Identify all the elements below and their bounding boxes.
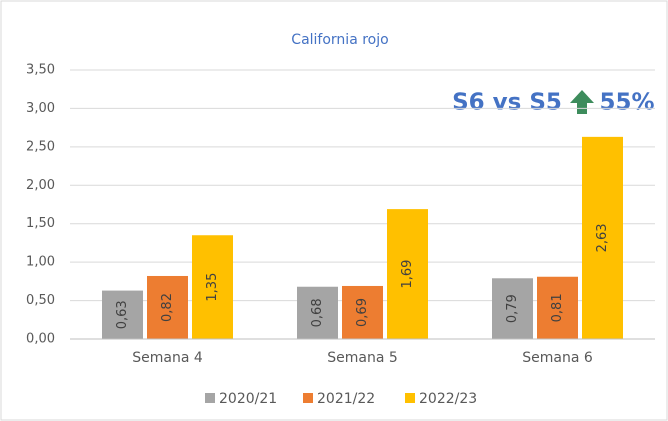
y-tick-label: 3,50 [26, 63, 55, 78]
data-label: 0,69 [355, 298, 370, 327]
y-tick-label: 2,00 [26, 178, 55, 193]
bar [297, 286, 338, 339]
bar [582, 136, 623, 339]
bar [387, 209, 428, 339]
data-label: 0,68 [310, 298, 325, 327]
y-tick-label: 1,50 [26, 216, 55, 231]
legend-swatch [303, 393, 313, 403]
data-label: 0,82 [160, 293, 175, 322]
legend-label: 2020/21 [219, 391, 277, 407]
arrow-up-icon [570, 90, 594, 114]
y-tick-label: 2,50 [26, 139, 55, 154]
bar [147, 275, 188, 339]
x-tick-label: Semana 6 [522, 350, 593, 366]
chart-title: California rojo [291, 32, 388, 48]
annotation: 55% [599, 90, 654, 116]
annotation: S6 vs S5 [452, 90, 562, 116]
y-tick-label: 3,00 [26, 101, 55, 116]
data-label: 0,81 [550, 293, 565, 322]
legend-swatch [205, 393, 215, 403]
bar [342, 285, 383, 339]
y-tick-label: 0,50 [26, 293, 55, 308]
bar [537, 276, 578, 339]
x-tick-label: Semana 4 [132, 350, 203, 366]
data-label: 1,69 [400, 260, 415, 289]
bar [192, 235, 233, 339]
y-tick-label: 0,00 [26, 332, 55, 347]
legend-swatch [405, 393, 415, 403]
bar [102, 290, 143, 339]
x-tick-label: Semana 5 [327, 350, 398, 366]
data-label: 1,35 [205, 273, 220, 302]
legend-label: 2021/22 [317, 391, 375, 407]
data-label: 2,63 [595, 223, 610, 252]
data-label: 0,79 [505, 294, 520, 323]
legend-label: 2022/23 [419, 391, 477, 407]
bar [492, 278, 533, 339]
y-tick-label: 1,00 [26, 255, 55, 270]
data-label: 0,63 [115, 300, 130, 329]
